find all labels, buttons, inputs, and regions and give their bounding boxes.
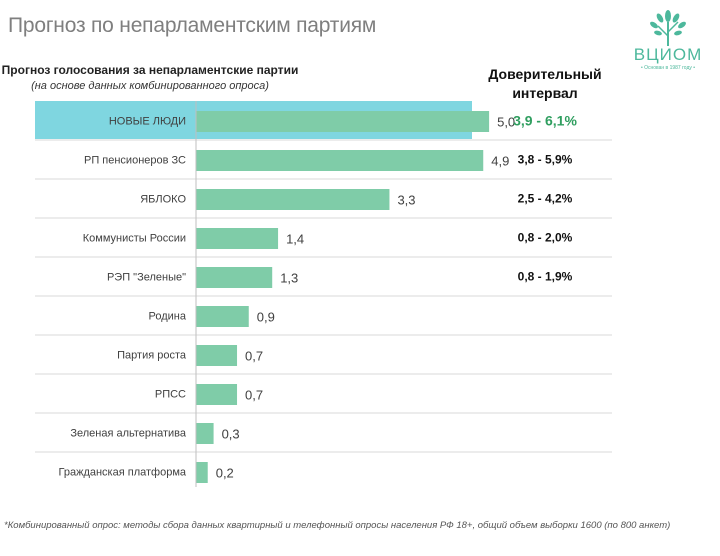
value-label: 0,7 [245,388,263,403]
bar [196,267,273,288]
category-label: НОВЫЕ ЛЮДИ [109,116,186,128]
logo-name: ВЦИОМ [633,45,703,64]
bar [196,384,238,405]
category-label: Гражданская платформа [59,467,187,479]
chart-subtitle: (на основе данных комбинированного опрос… [31,80,269,92]
category-label: Партия роста [117,350,187,362]
bar [196,111,490,132]
value-label: 1,3 [280,271,298,286]
bar [196,423,214,444]
confidence-interval: 3,9 - 6,1% [513,113,577,129]
bar [196,306,249,327]
confidence-interval: 0,8 - 1,9% [518,270,573,284]
value-label: 1,4 [286,232,304,247]
category-label: Зеленая альтернатива [70,428,187,440]
chart-title: Прогноз голосования за непарламентские п… [1,63,299,77]
category-label: РПСС [155,389,186,401]
footnote: *Комбинированный опрос: методы сбора дан… [4,520,671,531]
value-label: 5,0 [497,115,515,130]
value-label: 0,3 [222,427,240,442]
vciom-logo: ВЦИОМ • Основан в 1987 году • [622,8,714,74]
bar [196,345,238,366]
value-label: 3,3 [397,193,415,208]
logo-tagline: • Основан в 1987 году • [640,65,696,71]
confidence-interval-header: Доверительный интервал [488,66,602,101]
category-label: Родина [149,311,187,323]
value-label: 0,9 [257,310,275,325]
bar-chart: НОВЫЕ ЛЮДИ 5,03,9 - 6,1% РП пенсионеров ЗС… [35,101,612,487]
value-label: 0,2 [216,466,234,481]
value-label: 0,7 [245,349,263,364]
tree-icon [650,10,686,46]
category-label: Коммунисты России [83,233,186,245]
bar [196,228,279,249]
confidence-interval: 0,8 - 2,0% [518,231,573,245]
value-label: 4,9 [491,154,509,169]
category-label: РЭП "Зеленые" [107,272,186,284]
bar [196,189,390,210]
confidence-interval: 2,5 - 4,2% [518,192,573,206]
category-label: ЯБЛОКО [140,194,186,206]
category-label: РП пенсионеров ЗС [84,155,186,167]
confidence-interval: 3,8 - 5,9% [518,153,573,167]
page-title: Прогноз по непарламентским партиям [8,14,377,37]
bar [196,462,208,483]
bar [196,150,484,171]
